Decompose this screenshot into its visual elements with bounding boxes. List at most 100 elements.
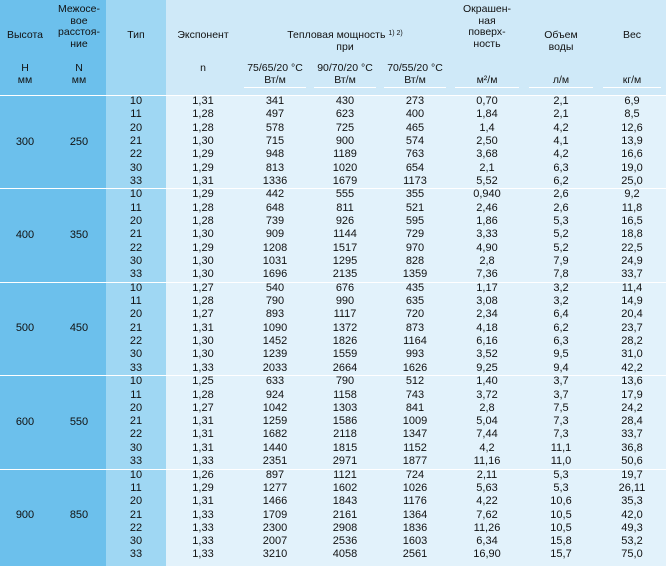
cell-type: 33 — [129, 268, 143, 281]
cell-exponent: 1,28 — [192, 388, 214, 401]
cell-weight: 18,8 — [621, 228, 643, 241]
cell-power-75-65: 497 — [265, 108, 285, 121]
cell-painted-surface: 3,08 — [476, 295, 498, 308]
cell-power-70-55: 729 — [405, 228, 425, 241]
cell-power-90-70: 2664 — [332, 361, 358, 374]
table-row: 33 1,31 1336 1679 1173 5,52 6,2 25,0 — [0, 175, 666, 188]
group-separator — [0, 281, 666, 283]
group-spacing: 250 — [69, 135, 89, 148]
table-row: 20 1,27 893 1117 720 2,34 6,4 20,4 — [0, 308, 666, 321]
header-band — [166, 0, 666, 95]
underline-p2 — [314, 87, 376, 88]
table-row: 22 1,29 948 1189 763 3,68 4,2 16,6 — [0, 148, 666, 161]
cell-painted-surface: 5,63 — [476, 481, 498, 494]
cell-water-volume: 5,2 — [553, 228, 569, 241]
cell-power-90-70: 1517 — [332, 241, 358, 254]
group-height: 600 — [15, 415, 35, 428]
cell-weight: 33,7 — [621, 428, 643, 441]
table-row: 22 1,31 1682 2118 1347 7,44 7,3 33,7 — [0, 428, 666, 441]
cell-exponent: 1,31 — [192, 415, 214, 428]
table-row: 11 1,28 790 990 635 3,08 3,2 14,9 — [0, 295, 666, 308]
cell-power-75-65: 909 — [265, 228, 285, 241]
cell-power-90-70: 2908 — [332, 521, 358, 534]
cell-painted-surface: 0,70 — [476, 95, 498, 107]
cell-power-90-70: 1117 — [333, 308, 357, 321]
cell-power-75-65: 924 — [265, 388, 285, 401]
cell-power-90-70: 1679 — [332, 174, 358, 187]
table-row: 20 1,27 1042 1303 841 2,8 7,5 24,2 — [0, 402, 666, 415]
cell-power-90-70: 2971 — [332, 455, 358, 467]
cell-weight: 42,0 — [621, 508, 643, 521]
cell-power-70-55: 1364 — [402, 508, 428, 521]
cell-weight: 8,5 — [624, 108, 640, 121]
cell-power-70-55: 970 — [405, 241, 425, 254]
table-row: 10 1,27 540 676 435 1,17 3,2 11,4 — [0, 282, 666, 295]
cell-exponent: 1,31 — [192, 441, 214, 454]
cell-power-75-65: 1090 — [262, 321, 288, 334]
cell-power-70-55: 574 — [405, 134, 425, 147]
underline-weight — [603, 87, 661, 88]
cell-exponent: 1,30 — [192, 254, 214, 267]
cell-water-volume: 6,4 — [553, 308, 569, 321]
cell-power-75-65: 648 — [265, 201, 285, 214]
cell-type: 21 — [129, 134, 143, 147]
cell-painted-surface: 6,34 — [476, 535, 498, 548]
cell-power-90-70: 4058 — [332, 548, 358, 561]
cell-power-75-65: 1440 — [262, 441, 288, 454]
cell-power-90-70: 1586 — [332, 415, 358, 428]
cell-power-70-55: 743 — [405, 388, 425, 401]
cell-weight: 75,0 — [621, 548, 643, 561]
cell-water-volume: 2,6 — [553, 188, 569, 201]
table-row: 10 1,29 442 555 355 0,940 2,6 9,2 — [0, 188, 666, 201]
cell-type: 22 — [129, 241, 143, 254]
cell-painted-surface: 9,25 — [476, 361, 498, 374]
cell-type: 10 — [129, 375, 143, 388]
cell-painted-surface: 1,84 — [476, 108, 498, 121]
underline-p3 — [384, 87, 446, 88]
table-row: 11 1,29 1277 1602 1026 5,63 5,3 26,11 — [0, 482, 666, 495]
cell-weight: 53,2 — [621, 535, 643, 548]
cell-type: 20 — [129, 495, 143, 508]
cell-power-70-55: 1176 — [403, 495, 427, 508]
header-power: Тепловая мощность 1) 2) — [240, 29, 450, 42]
header-weight: Вес — [622, 29, 642, 41]
cell-painted-surface: 2,8 — [479, 401, 495, 414]
cell-water-volume: 4,1 — [553, 134, 569, 147]
cell-type: 22 — [129, 521, 143, 534]
cell-water-volume: 10,5 — [550, 521, 572, 534]
table-row: 21 1,31 1090 1372 873 4,18 6,2 23,7 — [0, 322, 666, 335]
unit-power-2: Вт/м — [334, 74, 356, 86]
cell-power-90-70: 725 — [335, 121, 355, 134]
table-row: 11 1,28 648 811 521 2,46 2,6 11,8 — [0, 202, 666, 215]
cell-power-70-55: 654 — [405, 161, 425, 174]
underline-volume — [529, 87, 593, 88]
unit-power-3: Вт/м — [404, 74, 426, 86]
cell-power-90-70: 926 — [335, 215, 355, 227]
group-spacing: 850 — [69, 509, 89, 522]
cell-power-75-65: 2300 — [262, 521, 288, 534]
group-height: 300 — [15, 135, 35, 148]
cell-type: 20 — [129, 308, 143, 321]
cell-exponent: 1,33 — [192, 455, 214, 467]
cell-water-volume: 9,4 — [553, 361, 569, 374]
cell-painted-surface: 3,33 — [476, 228, 498, 241]
cell-power-70-55: 635 — [405, 295, 425, 308]
table-row: 30 1,33 2007 2536 1603 6,34 15,8 53,2 — [0, 535, 666, 548]
cell-power-70-55: 595 — [405, 215, 425, 227]
cell-weight: 17,9 — [621, 388, 643, 401]
cell-power-90-70: 900 — [335, 134, 355, 147]
cell-type: 10 — [129, 281, 143, 294]
cell-power-70-55: 1603 — [402, 535, 428, 548]
table-row: 22 1,33 2300 2908 1836 11,26 10,5 49,3 — [0, 522, 666, 535]
cell-water-volume: 11,0 — [550, 455, 572, 467]
cell-exponent: 1,30 — [192, 268, 214, 281]
cell-power-75-65: 1259 — [262, 415, 288, 428]
cell-power-90-70: 1020 — [332, 161, 358, 174]
cell-water-volume: 7,8 — [553, 268, 569, 281]
cell-painted-surface: 4,18 — [476, 321, 498, 334]
cell-power-90-70: 1826 — [332, 335, 358, 347]
table-row: 33 1,30 1696 2135 1359 7,36 7,8 33,7 — [0, 268, 666, 281]
cell-weight: 25,0 — [621, 174, 643, 187]
cell-exponent: 1,31 — [192, 428, 214, 441]
